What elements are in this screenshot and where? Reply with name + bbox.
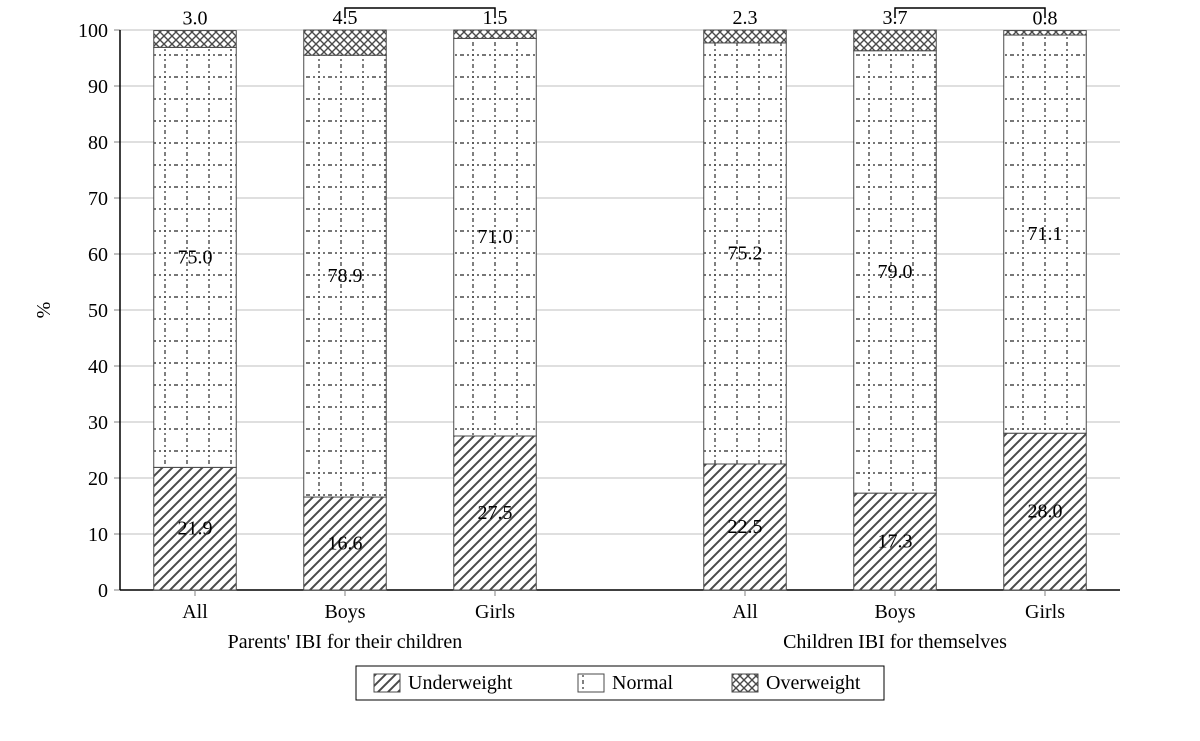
bar-overweight xyxy=(1004,31,1087,35)
value-label-normal: 79.0 xyxy=(878,261,913,283)
value-label-normal: 75.2 xyxy=(728,242,763,264)
legend-swatch-normal xyxy=(578,674,604,692)
y-tick-label: 60 xyxy=(88,244,108,266)
value-label-normal: 71.1 xyxy=(1028,223,1063,245)
x-group-label: Parents' IBI for their children xyxy=(228,631,463,653)
value-label-underweight: 21.9 xyxy=(178,518,213,540)
chart-container: 0 10 20 30 40 50 60 70 80 90 100% 21.9 75.0 3.0 16.6 78… xyxy=(0,0,1200,741)
bar-overweight xyxy=(454,30,537,38)
value-label-normal: 75.0 xyxy=(178,246,213,268)
bar-overweight xyxy=(704,30,787,43)
y-tick-label: 70 xyxy=(88,188,108,210)
bar-overweight xyxy=(854,30,937,51)
legend-swatch-overweight xyxy=(732,674,758,692)
significance-bracket xyxy=(345,8,495,18)
legend-label-underweight: Underweight xyxy=(408,672,513,694)
x-category-label: All xyxy=(732,601,758,623)
y-tick-label: 10 xyxy=(88,524,108,546)
y-axis-label: % xyxy=(33,302,55,319)
value-label-overweight: 2.3 xyxy=(733,7,758,29)
y-tick-label: 40 xyxy=(88,356,108,378)
legend-label-normal: Normal xyxy=(612,672,674,694)
value-label-underweight: 28.0 xyxy=(1028,501,1063,523)
x-category-label: Girls xyxy=(475,601,515,623)
value-label-normal: 71.0 xyxy=(478,226,513,248)
y-tick-label: 50 xyxy=(88,300,108,322)
significance-bracket xyxy=(895,8,1045,18)
value-label-underweight: 17.3 xyxy=(878,531,913,553)
bar-overweight xyxy=(304,30,387,55)
x-group-label: Children IBI for themselves xyxy=(783,631,1007,653)
value-label-overweight: 3.0 xyxy=(183,8,208,30)
value-label-underweight: 27.5 xyxy=(478,502,513,524)
x-category-label: All xyxy=(182,601,208,623)
value-label-normal: 78.9 xyxy=(328,265,363,287)
value-label-underweight: 22.5 xyxy=(728,516,763,538)
value-label-underweight: 16.6 xyxy=(328,533,363,555)
significance-label: *** xyxy=(405,0,435,9)
x-category-label: Boys xyxy=(324,601,365,623)
y-tick-label: 20 xyxy=(88,468,108,490)
bar-overweight xyxy=(154,31,237,48)
stacked-bar-chart: 0 10 20 30 40 50 60 70 80 90 100% 21.9 75.0 3.0 16.6 78… xyxy=(0,0,1200,741)
y-tick-label: 100 xyxy=(78,20,108,42)
y-tick-label: 90 xyxy=(88,76,108,98)
y-tick-label: 0 xyxy=(98,580,108,602)
x-category-label: Boys xyxy=(874,601,915,623)
significance-label: *** xyxy=(955,0,985,9)
y-tick-label: 80 xyxy=(88,132,108,154)
legend-swatch-underweight xyxy=(374,674,400,692)
legend-label-overweight: Overweight xyxy=(766,672,861,694)
y-tick-label: 30 xyxy=(88,412,108,434)
x-category-label: Girls xyxy=(1025,601,1065,623)
